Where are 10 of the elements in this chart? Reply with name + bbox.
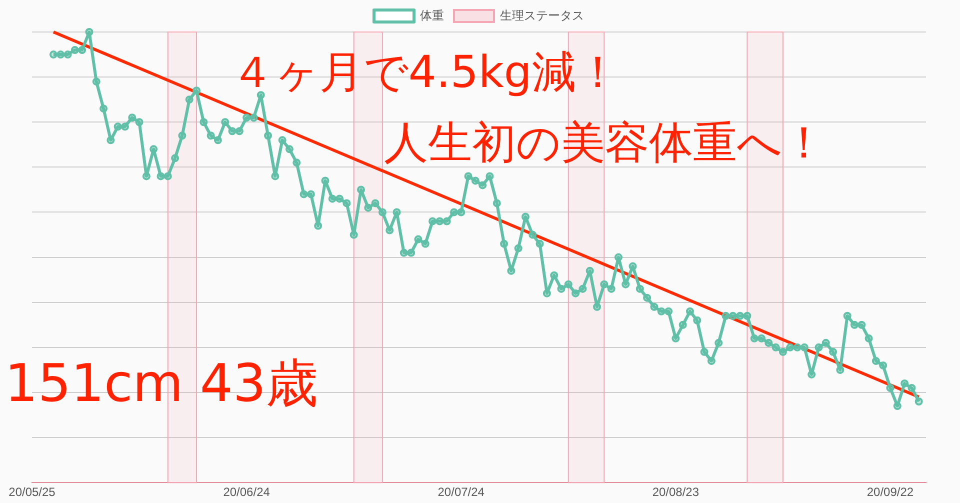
annotation: 151cm 43歳 [4, 354, 318, 414]
x-tick-label: 20/08/23 [652, 485, 700, 500]
x-tick-label: 20/07/24 [438, 485, 485, 500]
x-tick-label: 20/05/25 [8, 485, 56, 500]
x-tick-label: 20/06/24 [223, 485, 270, 500]
annotation: ４ヶ月で4.5kg減！ [230, 46, 620, 98]
x-tick-label: 20/09/22 [866, 485, 914, 500]
legend-label: 体重 [420, 8, 444, 22]
legend-label: 生理ステータス [500, 8, 584, 22]
annotation: 人生初の美容体重へ！ [384, 117, 826, 168]
